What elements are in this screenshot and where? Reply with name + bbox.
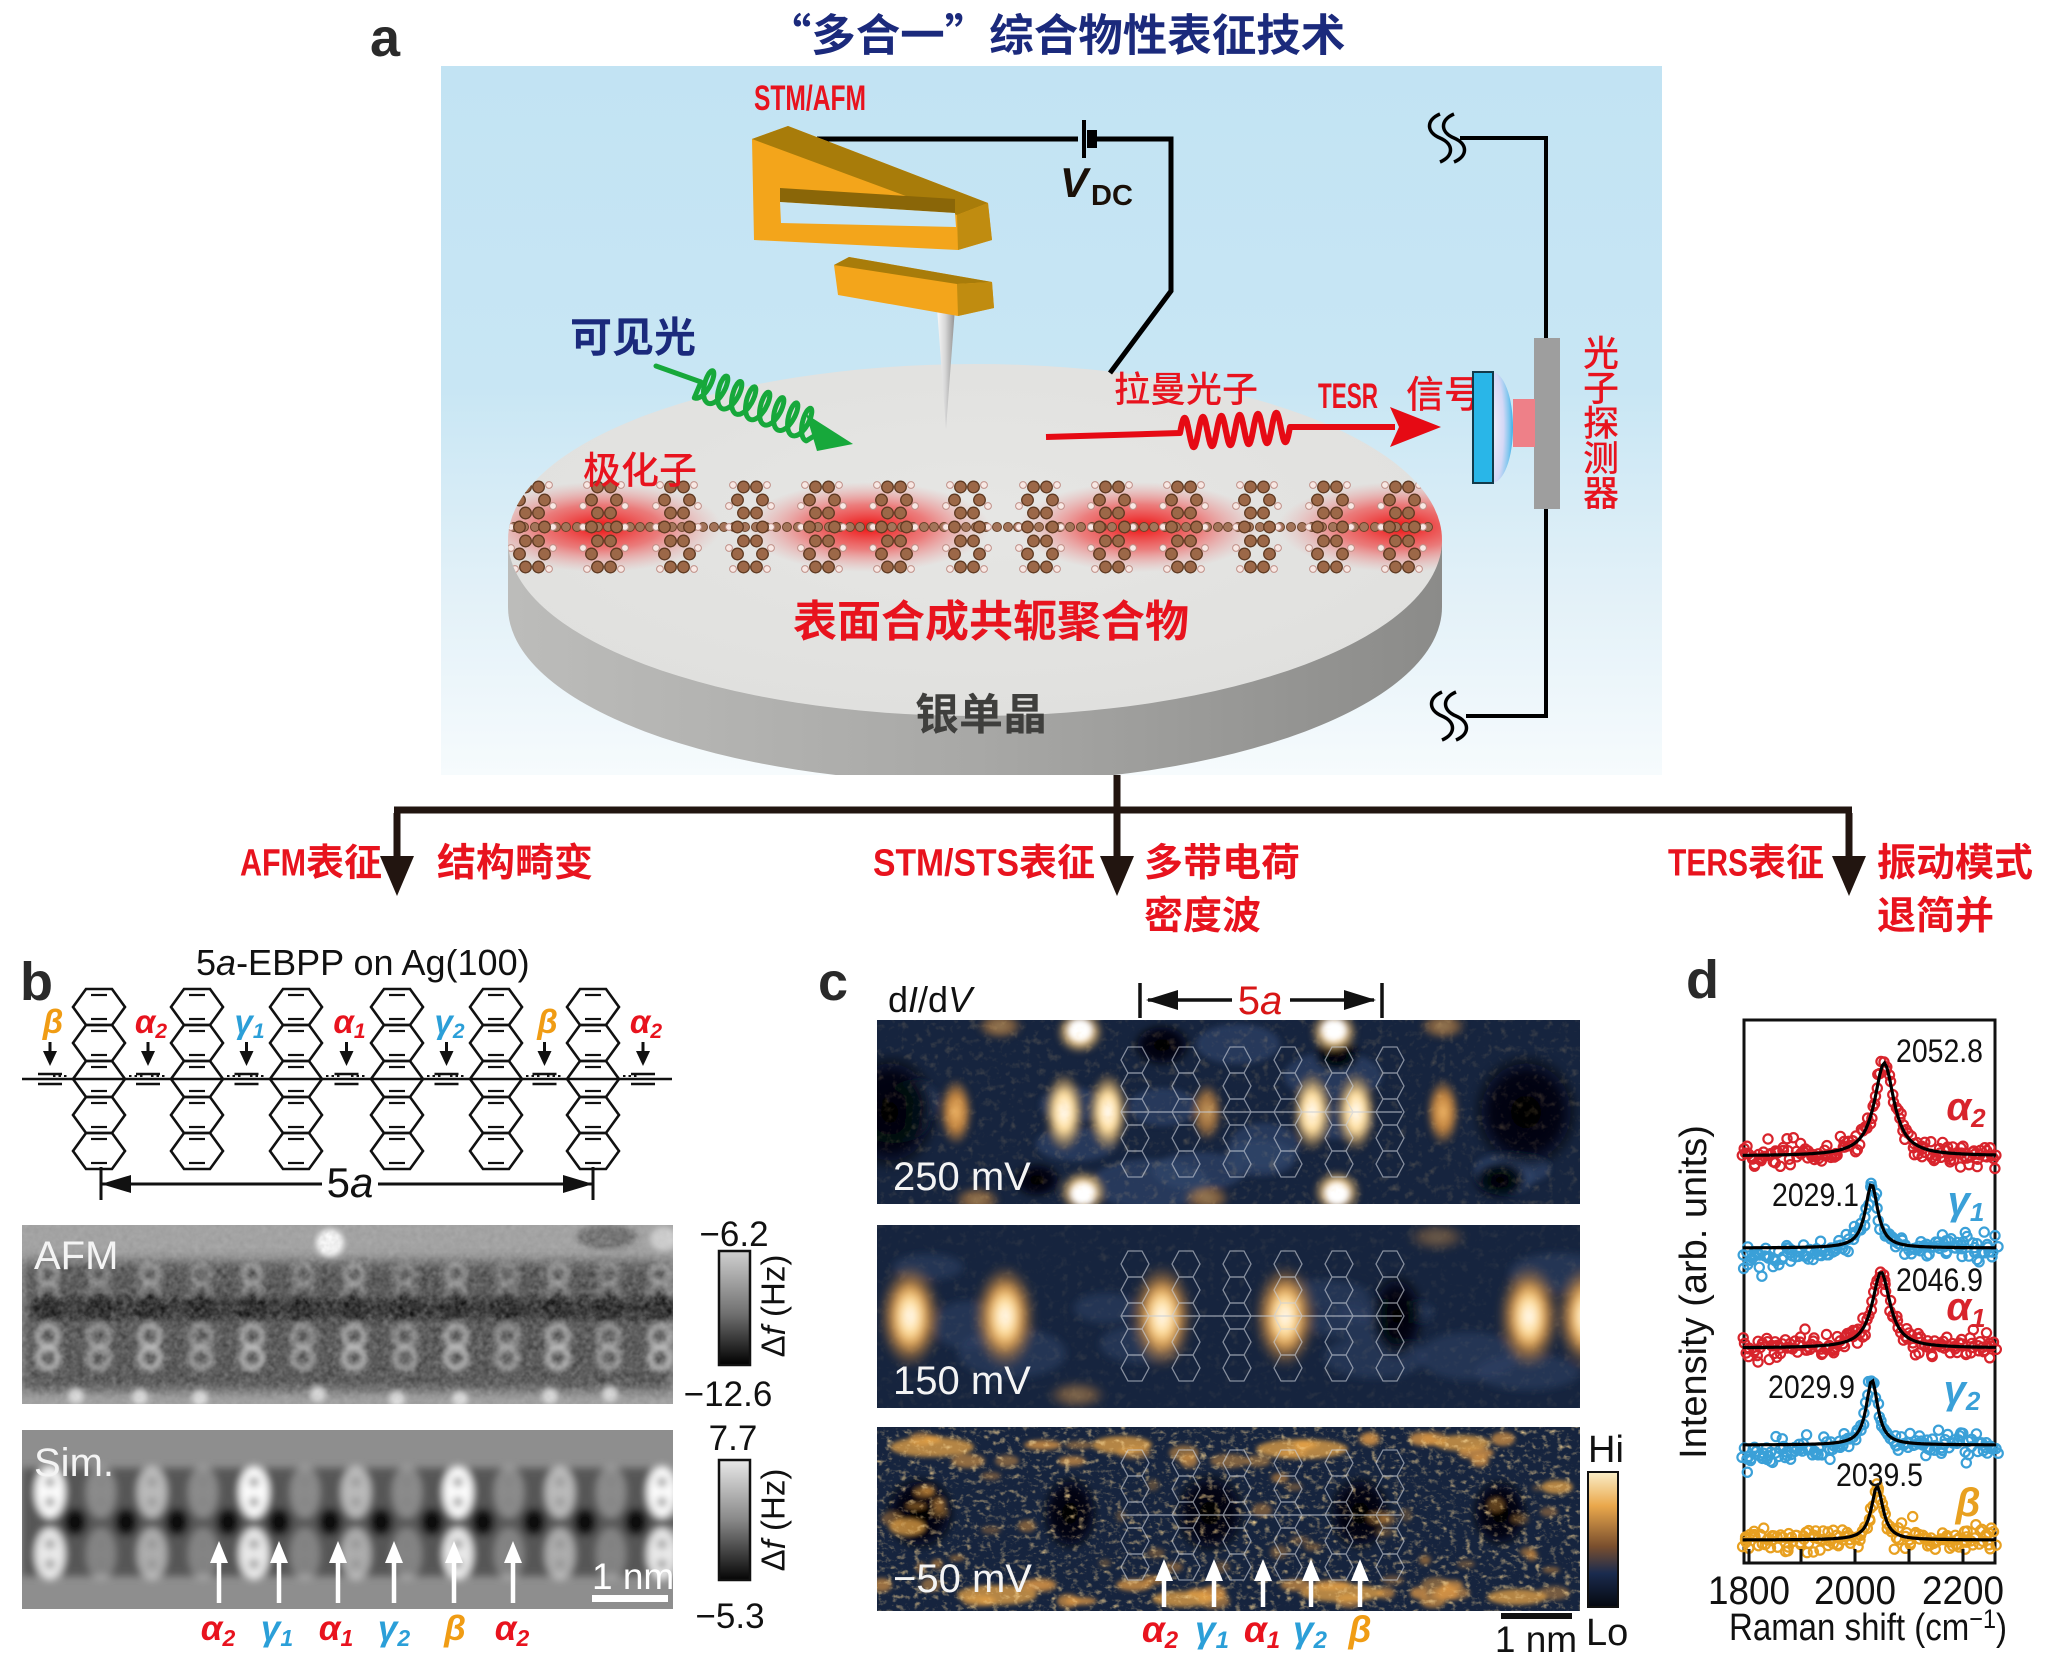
svg-text:2052.8: 2052.8 (1896, 1033, 1983, 1069)
svg-text:a: a (370, 8, 401, 68)
svg-text:γ2: γ2 (434, 1003, 464, 1043)
svg-text:Δf (Hz): Δf (Hz) (755, 1469, 792, 1572)
svg-text:2029.9: 2029.9 (1768, 1369, 1855, 1405)
svg-text:Lo: Lo (1586, 1612, 1628, 1653)
svg-text:β: β (536, 1003, 557, 1040)
svg-text:STM/AFM: STM/AFM (754, 79, 866, 118)
svg-text:dI/dV: dI/dV (888, 979, 975, 1020)
svg-text:β: β (443, 1609, 466, 1648)
svg-text:α1: α1 (319, 1609, 354, 1651)
svg-text:250 mV: 250 mV (893, 1155, 1031, 1199)
svg-text:7.7: 7.7 (709, 1419, 758, 1458)
svg-text:Raman shift (cm−1): Raman shift (cm−1) (1729, 1604, 2007, 1649)
svg-text:α2: α2 (495, 1609, 530, 1651)
svg-text:Sim.: Sim. (34, 1441, 114, 1485)
svg-text:AFM: AFM (240, 843, 306, 885)
svg-text:150 mV: 150 mV (893, 1359, 1031, 1403)
svg-text:α1: α1 (333, 1003, 365, 1043)
svg-text:2200: 2200 (1922, 1569, 2004, 1613)
svg-text:5a-EBPP on Ag(100): 5a-EBPP on Ag(100) (196, 942, 530, 983)
svg-text:−12.6: −12.6 (684, 1375, 773, 1414)
svg-text:Hi: Hi (1588, 1429, 1624, 1471)
svg-text:2000: 2000 (1814, 1569, 1896, 1613)
svg-text:−5.3: −5.3 (695, 1597, 764, 1636)
svg-text:DC: DC (1091, 180, 1133, 212)
svg-text:γ1: γ1 (1195, 1609, 1229, 1653)
svg-text:Δf (Hz): Δf (Hz) (755, 1255, 792, 1358)
svg-text:2046.9: 2046.9 (1896, 1262, 1983, 1298)
svg-text:c: c (818, 952, 848, 1012)
svg-text:−50 mV: −50 mV (893, 1557, 1032, 1601)
svg-text:−6.2: −6.2 (699, 1215, 768, 1254)
svg-text:β: β (1348, 1609, 1372, 1650)
svg-text:V: V (1060, 159, 1091, 206)
svg-text:AFM: AFM (34, 1234, 118, 1278)
svg-text:Intensity (arb. units): Intensity (arb. units) (1673, 1125, 1715, 1459)
svg-text:d: d (1686, 950, 1719, 1010)
svg-text:TERS: TERS (1668, 843, 1748, 885)
svg-text:1800: 1800 (1708, 1569, 1790, 1613)
svg-text:STM/STS: STM/STS (873, 843, 1019, 885)
svg-text:1 nm: 1 nm (592, 1556, 674, 1597)
svg-text:β: β (1955, 1481, 1981, 1525)
svg-text:5a: 5a (1238, 979, 1283, 1023)
svg-text:5a: 5a (327, 1159, 374, 1206)
svg-text:b: b (20, 952, 53, 1012)
svg-text:β: β (42, 1003, 63, 1040)
svg-text:2029.1: 2029.1 (1772, 1177, 1859, 1213)
svg-text:2039.5: 2039.5 (1836, 1457, 1923, 1493)
svg-text:TESR: TESR (1318, 377, 1378, 416)
svg-text:1 nm: 1 nm (1495, 1619, 1577, 1653)
